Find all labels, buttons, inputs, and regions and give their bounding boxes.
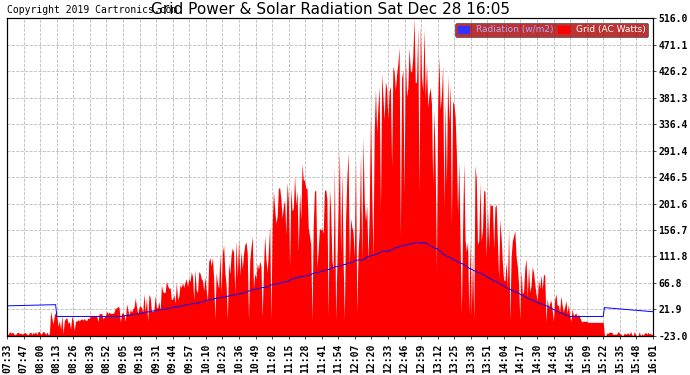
Legend: Radiation (w/m2), Grid (AC Watts): Radiation (w/m2), Grid (AC Watts) xyxy=(455,23,649,37)
Text: Copyright 2019 Cartronics.com: Copyright 2019 Cartronics.com xyxy=(7,5,177,15)
Title: Grid Power & Solar Radiation Sat Dec 28 16:05: Grid Power & Solar Radiation Sat Dec 28 … xyxy=(150,2,509,17)
